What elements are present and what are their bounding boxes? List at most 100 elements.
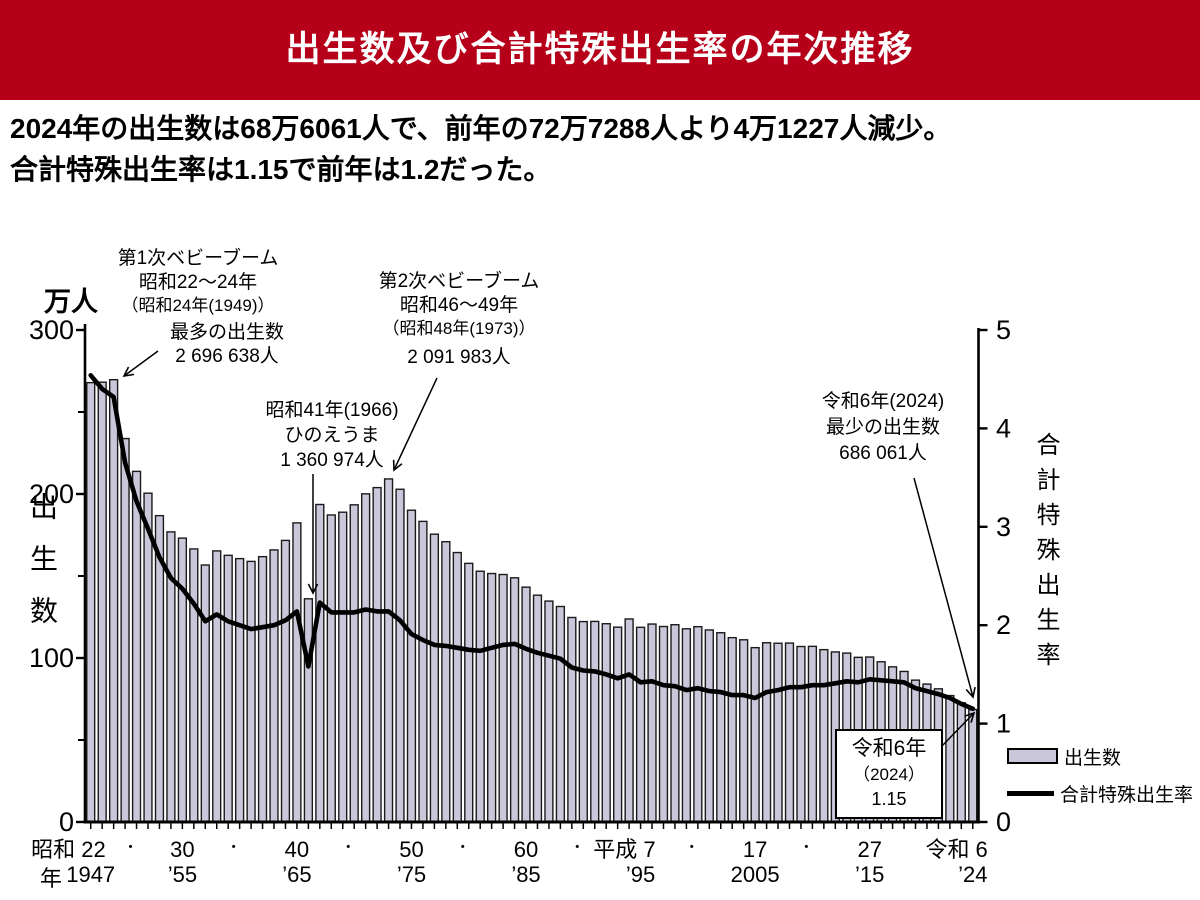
x-year-label: 2005 (731, 862, 780, 887)
annotation-line: 令和6年(2024) (821, 391, 945, 412)
x-era-label: 60 (514, 837, 538, 862)
annotation-line: 最少の出生数 (825, 417, 940, 438)
birth-bar (555, 605, 566, 823)
lead-line-1: 2024年の出生数は68万6061人で、前年の72万7288人より4万1227人… (10, 113, 952, 144)
annotation-line: 昭和46～49年 (399, 295, 519, 316)
birth-bar (97, 381, 107, 823)
birth-bar (578, 620, 588, 823)
birth-bar (727, 636, 737, 823)
lead-text: 2024年の出生数は68万6061人で、前年の72万7288人より4万1227人… (10, 108, 1190, 190)
annotation-line: （昭和24年(1949)） (121, 296, 275, 315)
right-tick-label: 2 (996, 610, 1011, 640)
right-tick-label: 4 (996, 413, 1011, 443)
bars-group (86, 378, 978, 823)
annotation-min-births-2024: 令和6年(2024) 最少の出生数 686 061人 (776, 389, 990, 467)
birth-bar (521, 586, 531, 823)
annotation-line: （昭和48年(1973)） (382, 319, 536, 338)
x-separator-dot: ・ (799, 839, 814, 856)
legend-item-births: 出生数 (1007, 742, 1193, 770)
right-tick-label: 1 (996, 709, 1011, 739)
birth-bar (475, 570, 485, 823)
annotation-line: ひのえうま (284, 425, 380, 446)
x-separator-dot: ・ (570, 839, 585, 856)
left-tick-label: 200 (29, 479, 74, 509)
annotation-arrow (122, 350, 159, 378)
birth-bar (257, 555, 268, 823)
birth-bar (509, 577, 520, 823)
annotation-arrows (122, 350, 976, 748)
annotation-arrow (392, 377, 438, 472)
x-era-label: 30 (170, 837, 194, 862)
x-axis-era-unit: 年 (40, 866, 62, 891)
legend-line-label: 合計特殊出生率 (1060, 784, 1194, 806)
axes-group (76, 324, 988, 829)
birth-bar (234, 557, 245, 823)
birth-bar (716, 632, 726, 823)
x-separator-dot: ・ (684, 839, 699, 856)
birth-bar (567, 616, 577, 823)
left-axis-title: 出生数 (27, 492, 58, 648)
birth-bar (761, 642, 772, 823)
left-tick-label: 300 (29, 315, 74, 345)
legend: 出生数 合計特殊出生率 (1007, 742, 1193, 816)
birth-bar (956, 702, 966, 823)
birth-bar (452, 551, 462, 823)
left-tick-label: 100 (29, 643, 74, 673)
x-era-label: 50 (399, 837, 423, 862)
annotation-second-baby-boom: 第2次ベビーブーム 昭和46～49年 （昭和48年(1973)） 2 091 9… (353, 270, 565, 370)
x-separator-dot: ・ (123, 839, 138, 856)
birth-bar (280, 539, 291, 823)
birth-bar (773, 642, 783, 823)
annotation-line: 昭和22～24年 (138, 272, 258, 293)
birth-bar (464, 562, 474, 823)
birth-bar (429, 533, 440, 823)
lead-line-2: 合計特殊出生率は1.15で前年は1.2だった。 (10, 154, 552, 185)
birth-bar (624, 618, 634, 823)
annotation-arrow (913, 477, 976, 699)
annotation-max-births: 最多の出生数 2 696 638人 (122, 321, 332, 369)
birth-bar (292, 522, 302, 823)
birth-bar (613, 626, 623, 823)
birth-bar (120, 437, 130, 823)
x-era-label: 昭和 22 (31, 837, 106, 862)
birth-bar (406, 509, 417, 823)
birth-bar (681, 628, 692, 823)
callout-line: 令和6年 (851, 737, 927, 760)
right-axis-title: 合計特殊出生率 (1032, 432, 1059, 677)
x-year-label: ’55 (168, 862, 197, 887)
tfr-line (88, 372, 976, 712)
birth-bar (246, 560, 256, 823)
annotation-line: 第1次ベビーブーム (117, 248, 279, 269)
annotation-arrow (940, 711, 976, 748)
birth-bar (704, 629, 714, 823)
birth-bar (418, 520, 428, 823)
birth-bar (819, 648, 829, 823)
birth-bar (807, 645, 818, 823)
left-tick-label: 0 (59, 807, 74, 837)
x-year-label: ’15 (855, 862, 884, 887)
title-banner: 出生数及び合計特殊出生率の年次推移 (0, 0, 1200, 100)
birth-bar (338, 511, 348, 823)
annotation-line: 昭和41年(1966) (265, 400, 399, 421)
birth-bar (796, 645, 806, 823)
tick-labels: 300 200 100 0 5 4 3 2 1 0 (29, 315, 1011, 837)
birth-bar (968, 708, 978, 823)
x-era-label: 27 (857, 837, 881, 862)
annotation-line: 1 360 974人 (280, 450, 384, 471)
birth-bar (590, 620, 600, 823)
x-year-label: ’75 (397, 862, 426, 887)
callout-line: （2024） (853, 765, 925, 784)
birth-bar (441, 541, 451, 823)
x-separator-dot: ・ (226, 839, 241, 856)
legend-bar-swatch (1007, 748, 1058, 764)
x-era-label: 令和 6 (925, 837, 987, 862)
x-year-label: ’65 (282, 862, 311, 887)
birth-bar (200, 564, 210, 823)
birth-bar (635, 626, 646, 823)
birth-bar (739, 639, 749, 823)
birth-bar (212, 550, 222, 823)
x-year-label: ’85 (511, 862, 540, 887)
birth-bar (647, 623, 657, 823)
birth-bar (143, 492, 153, 823)
